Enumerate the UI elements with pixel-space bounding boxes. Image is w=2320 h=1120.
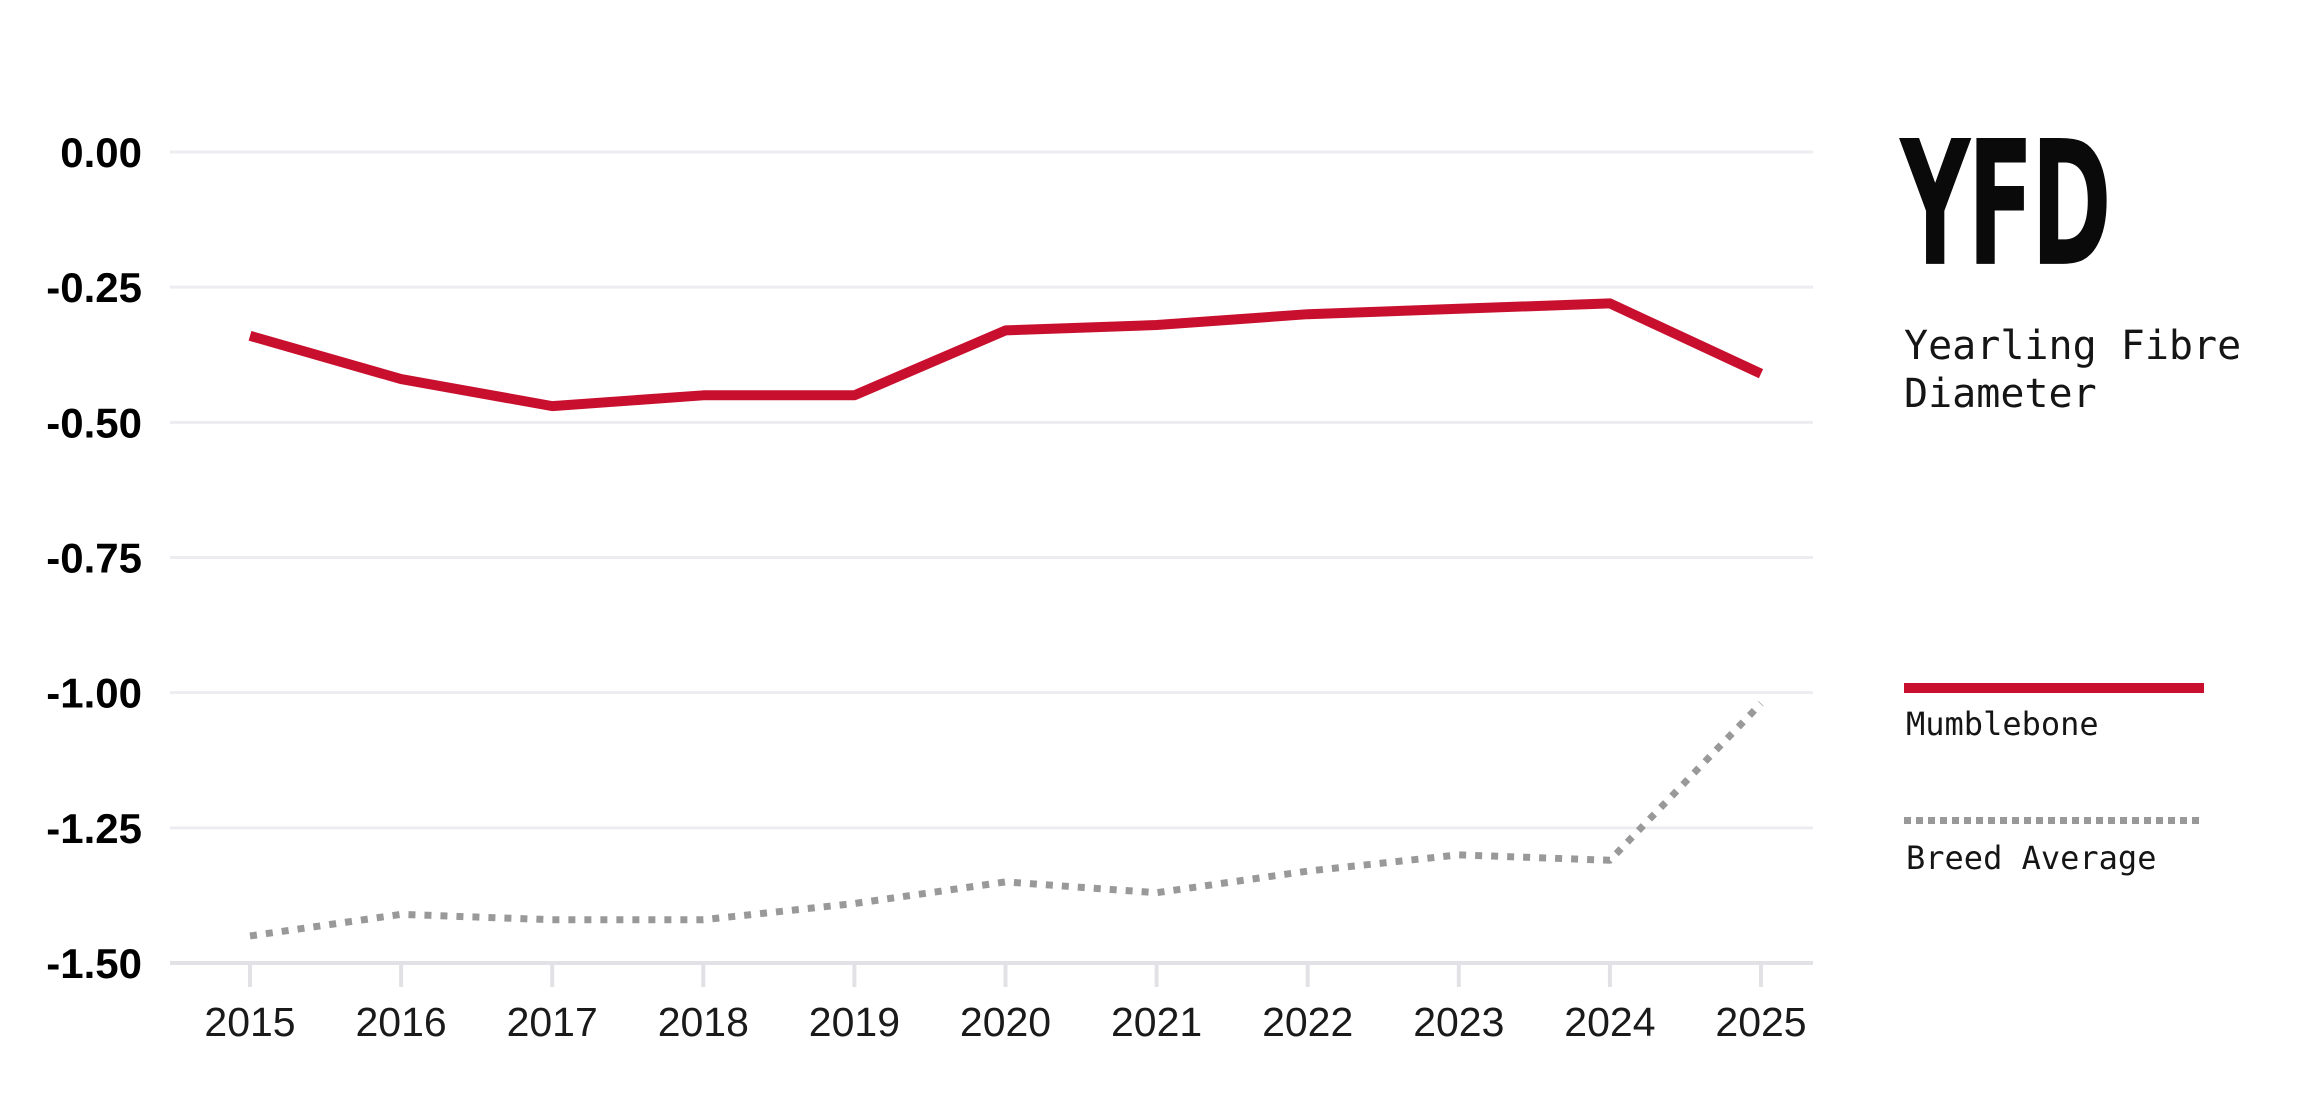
y-tick-label-0.00: 0.00: [60, 129, 142, 176]
chart-logo: YFD: [1900, 103, 2112, 305]
x-tick-label-2019: 2019: [809, 999, 900, 1045]
series-line-breed-average: [249, 701, 1764, 940]
y-tick-label--1.50: -1.50: [46, 940, 142, 987]
x-tick-label-2024: 2024: [1564, 999, 1655, 1045]
x-tick-label-2022: 2022: [1262, 999, 1353, 1045]
y-tick-label--0.50: -0.50: [46, 399, 142, 446]
y-tick-label--1.00: -1.00: [46, 670, 142, 717]
y-tick-label--1.25: -1.25: [46, 805, 142, 852]
x-tick-label-2020: 2020: [960, 999, 1051, 1045]
legend-swatch-breed-average: [1904, 817, 2204, 824]
info-panel: YFD Yearling Fibre Diameter Mumblebone B…: [1900, 118, 2320, 982]
legend-label-breed-average: Breed Average: [1906, 839, 2157, 877]
x-tick-label-2021: 2021: [1111, 999, 1202, 1045]
x-tick-label-2025: 2025: [1715, 999, 1806, 1045]
x-tick-label-2016: 2016: [355, 999, 446, 1045]
legend-label-mumblebone: Mumblebone: [1906, 705, 2099, 743]
y-tick-label--0.25: -0.25: [46, 264, 142, 311]
chart-subtitle: Yearling Fibre Diameter: [1904, 323, 2242, 417]
series-line-mumblebone: [248, 298, 1764, 412]
legend-swatch-mumblebone: [1904, 683, 2204, 693]
x-tick-label-2023: 2023: [1413, 999, 1504, 1045]
y-tick-label--0.75: -0.75: [46, 535, 142, 582]
x-tick-label-2018: 2018: [658, 999, 749, 1045]
x-tick-label-2017: 2017: [507, 999, 598, 1045]
x-tick-label-2015: 2015: [204, 999, 295, 1045]
